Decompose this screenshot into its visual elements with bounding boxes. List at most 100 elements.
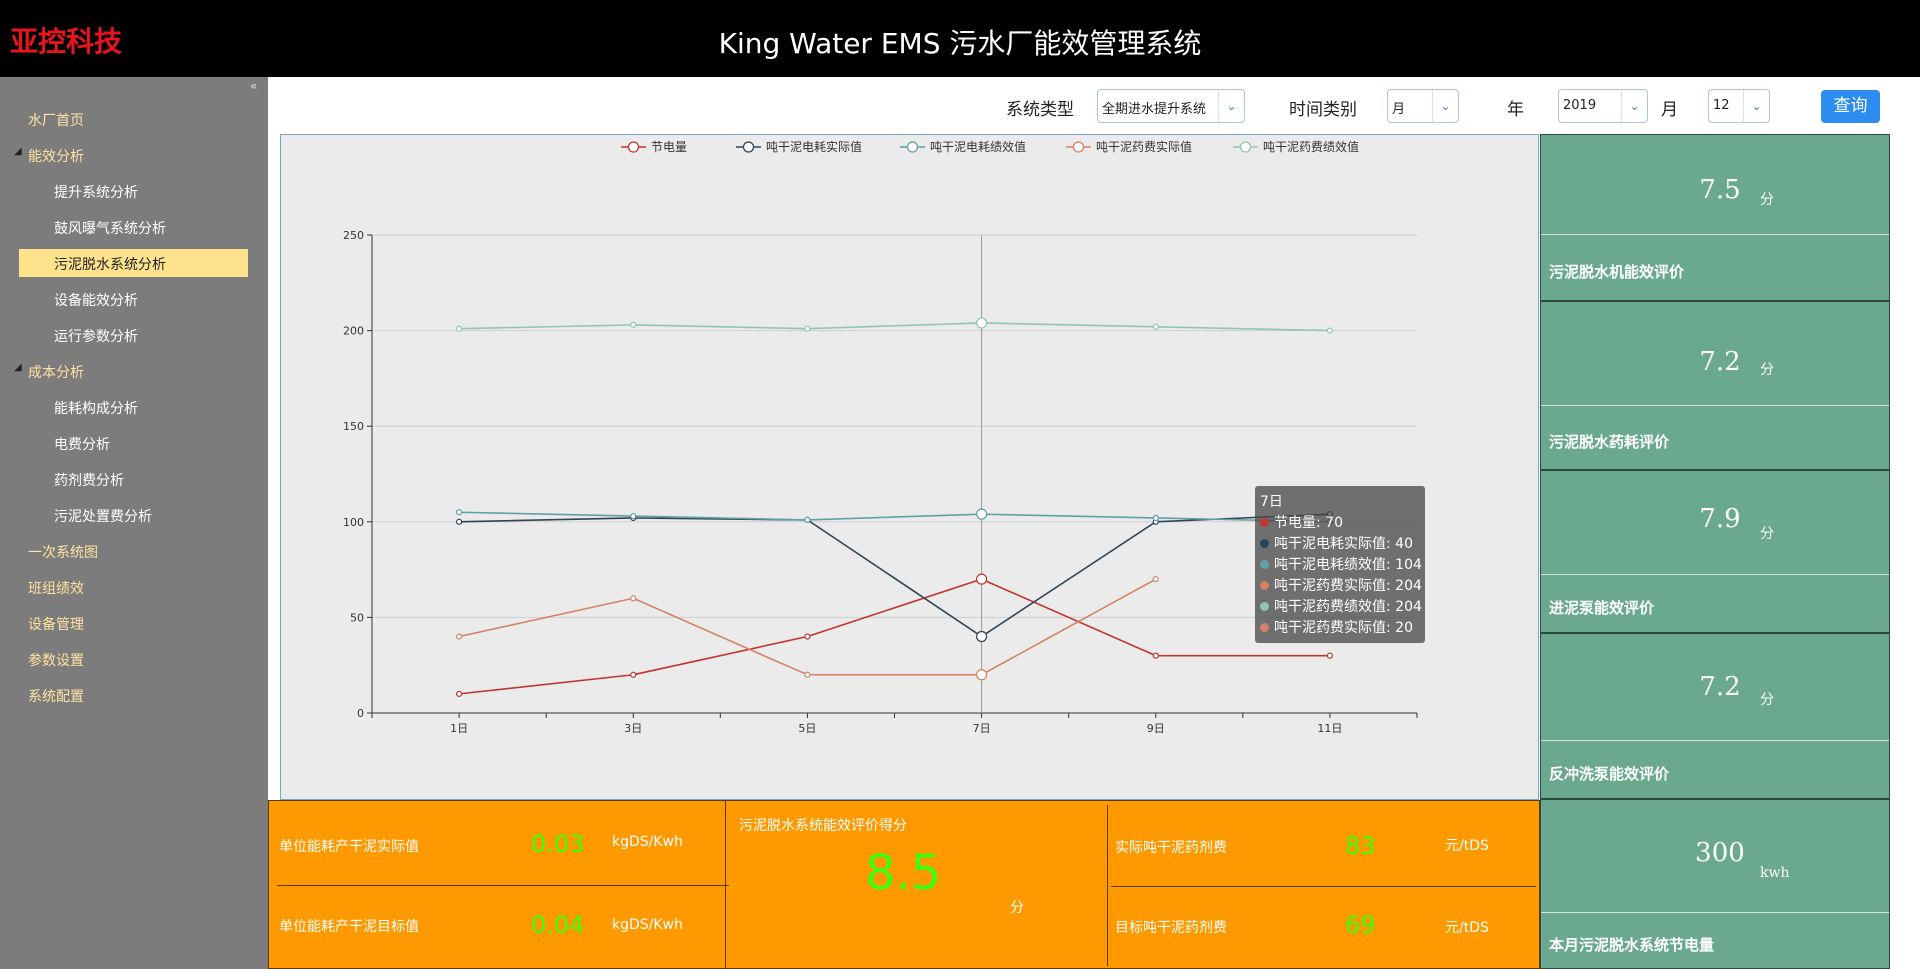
sidebar-item[interactable]: 参数设置 — [28, 650, 84, 670]
sidebar-item[interactable]: 运行参数分析 — [54, 326, 138, 346]
data-point[interactable] — [1152, 514, 1159, 522]
legend-item[interactable]: 吨干泥药费实际值 — [1066, 139, 1192, 154]
sidebar-item[interactable]: 能耗构成分析 — [54, 398, 138, 418]
time-type-select[interactable]: 月 ⌄ — [1387, 89, 1459, 123]
data-point[interactable] — [975, 630, 988, 643]
legend-symbol — [906, 141, 919, 153]
divider — [725, 801, 726, 968]
score-card: 7.2 分污泥脱水药耗评价 — [1540, 301, 1890, 470]
data-point[interactable] — [975, 317, 988, 329]
y-tick-label: 250 — [343, 229, 364, 242]
data-point[interactable] — [975, 669, 988, 681]
data-point[interactable] — [1326, 327, 1334, 334]
sidebar-item-label: 能效分析 — [28, 149, 84, 165]
legend-item[interactable]: 吨干泥电耗绩效值 — [900, 139, 1026, 154]
legend-label: 吨干泥药费绩效值 — [1263, 139, 1359, 154]
data-point[interactable] — [1326, 652, 1334, 659]
sidebar-item-label: 药剂费分析 — [54, 473, 124, 489]
data-point[interactable] — [455, 509, 463, 516]
sidebar-item[interactable]: 系统配置 — [28, 686, 84, 706]
data-point[interactable] — [455, 325, 463, 332]
card-value: 300 — [1695, 838, 1745, 868]
legend-label: 吨干泥药费实际值 — [1096, 139, 1192, 154]
data-point[interactable] — [804, 325, 811, 332]
query-button[interactable]: 查询 — [1821, 90, 1880, 123]
series-line — [458, 578, 1157, 676]
data-point[interactable] — [1152, 323, 1159, 330]
data-point[interactable] — [804, 633, 811, 640]
sidebar-item[interactable]: 设备能效分析 — [54, 290, 138, 310]
sidebar-item[interactable]: ◢ 成本分析 — [14, 362, 84, 382]
chart-tooltip: 7日 节电量: 70 吨干泥电耗实际值: 40 吨干泥电耗绩效值: 104 吨干泥药费… — [1255, 486, 1425, 643]
data-point[interactable] — [455, 518, 463, 525]
card-value: 7.9 — [1699, 504, 1741, 534]
card-unit: 分 — [1760, 692, 1774, 708]
tooltip-row: 吨干泥药费实际值: 20 — [1260, 618, 1420, 639]
sidebar-item[interactable]: ◢ 能效分析 — [14, 146, 84, 166]
brand-logo: 亚控科技 — [10, 25, 123, 58]
summary-panel: 单位能耗产干泥实际值 0.03 kgDS/Kwh 单位能耗产干泥目标值 0.04… — [268, 800, 1540, 969]
series-dot-icon — [1260, 560, 1269, 569]
time-type-label: 时间类别 — [1289, 100, 1357, 120]
card-unit: 分 — [1760, 526, 1774, 542]
data-point[interactable] — [1152, 576, 1159, 583]
data-point[interactable] — [975, 508, 988, 520]
double-chevron-left-icon[interactable]: « — [250, 79, 258, 93]
tooltip-row-text: 吨干泥电耗绩效值: 104 — [1274, 557, 1422, 573]
sidebar-item[interactable]: 班组绩效 — [28, 578, 84, 598]
sidebar-item[interactable]: 鼓风曝气系统分析 — [54, 218, 166, 238]
data-point[interactable] — [804, 516, 811, 523]
sidebar: « — [0, 77, 268, 969]
legend-symbol — [1072, 141, 1085, 153]
card-label: 进泥泵能效评价 — [1549, 599, 1655, 617]
sidebar-item[interactable]: 提升系统分析 — [54, 182, 138, 202]
target-chemical-cost-label: 目标吨干泥药剂费 — [1115, 920, 1227, 936]
year-select[interactable]: 2019 ⌄ — [1558, 89, 1648, 123]
data-point[interactable] — [455, 690, 463, 697]
sidebar-item[interactable]: 电费分析 — [54, 434, 110, 454]
sidebar-item-active-highlight[interactable]: 污泥脱水系统分析 — [19, 249, 248, 277]
sidebar-item[interactable]: 水厂首页 — [28, 110, 84, 130]
data-point[interactable] — [630, 671, 637, 678]
month-select[interactable]: 12 ⌄ — [1708, 89, 1770, 123]
tooltip-row: 吨干泥电耗实际值: 40 — [1260, 534, 1420, 555]
target-chemical-cost-unit: 元/tDS — [1445, 920, 1489, 936]
tooltip-row: 吨干泥药费实际值: 204 — [1260, 576, 1422, 597]
series-dot-icon — [1260, 602, 1269, 611]
sidebar-item-label: 鼓风曝气系统分析 — [54, 221, 166, 237]
tooltip-row: 吨干泥药费绩效值: 204 — [1260, 597, 1422, 618]
month-label: 月 — [1661, 100, 1678, 120]
sidebar-item-label: 设备管理 — [28, 617, 84, 633]
sidebar-item[interactable]: 一次系统图 — [28, 542, 98, 562]
card-divider — [1541, 574, 1889, 575]
legend-label: 吨干泥电耗绩效值 — [930, 139, 1026, 154]
legend-symbol — [742, 141, 755, 153]
year-value: 2019 — [1563, 98, 1597, 113]
sidebar-item[interactable]: 药剂费分析 — [54, 470, 124, 490]
score-card: 7.5 分污泥脱水机能效评价 — [1540, 134, 1890, 301]
data-point[interactable] — [630, 512, 637, 520]
actual-chemical-cost-unit: 元/tDS — [1445, 838, 1489, 854]
sidebar-item-label: 运行参数分析 — [54, 329, 138, 345]
legend-label: 节电量 — [651, 140, 687, 154]
target-sludge-per-energy-value: 0.04 — [531, 911, 585, 939]
data-point[interactable] — [630, 595, 637, 602]
y-tick-label: 100 — [343, 516, 364, 529]
actual-chemical-cost-value: 83 — [1345, 832, 1376, 860]
sidebar-item[interactable]: 设备管理 — [28, 614, 84, 634]
legend-item[interactable]: 吨干泥药费绩效值 — [1233, 139, 1359, 154]
series-dot-icon — [1260, 623, 1269, 632]
legend-item[interactable]: 吨干泥电耗实际值 — [736, 139, 862, 154]
data-point[interactable] — [804, 671, 811, 678]
y-tick-label: 150 — [343, 420, 364, 433]
system-type-select[interactable]: 全期进水提升系统 ⌄ — [1097, 89, 1245, 123]
data-point[interactable] — [630, 321, 637, 328]
data-point[interactable] — [975, 573, 988, 585]
tooltip-row: 节电量: 70 — [1260, 513, 1420, 534]
app-title: King Water EMS 污水厂能效管理系统 — [718, 27, 1202, 60]
sidebar-item[interactable]: 污泥处置费分析 — [54, 506, 152, 526]
legend-item[interactable]: 节电量 — [621, 140, 687, 154]
tooltip-row-text: 节电量: 70 — [1274, 515, 1343, 531]
data-point[interactable] — [1152, 652, 1159, 659]
data-point[interactable] — [455, 633, 463, 640]
